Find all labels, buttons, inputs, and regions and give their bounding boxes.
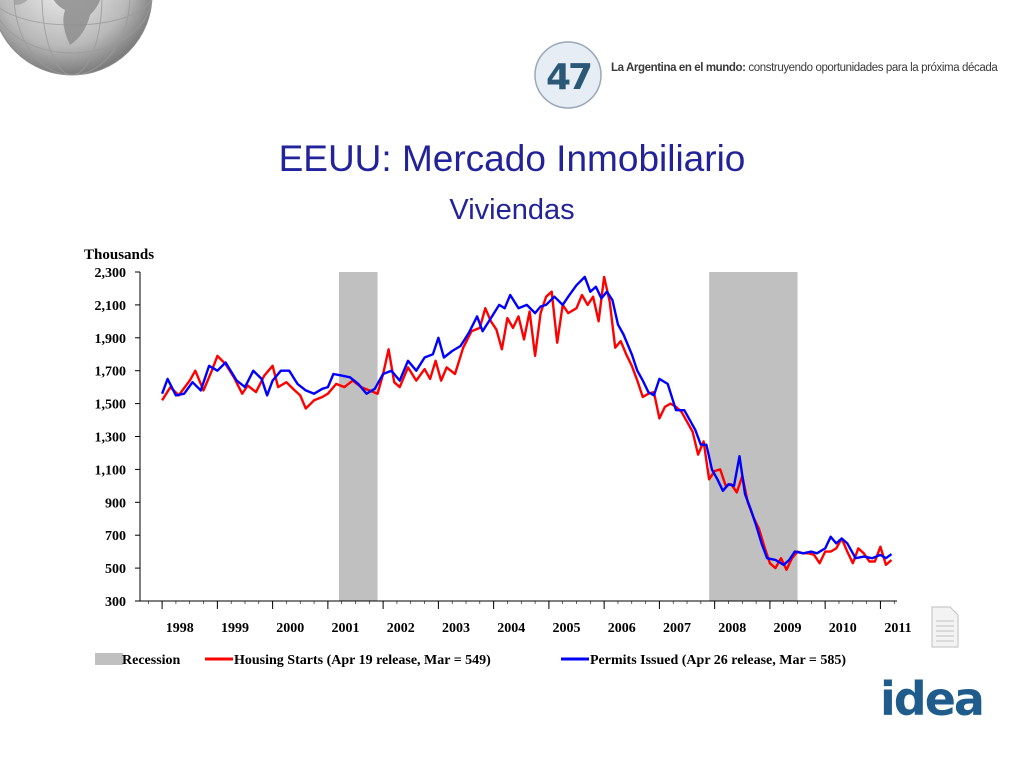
- y-tick-label: 1,700: [95, 365, 127, 380]
- permits-issued-line: [160, 275, 893, 566]
- globe-logo-icon: [0, 0, 153, 76]
- recession-band-1: [338, 272, 378, 601]
- x-tick-label: 2009: [774, 621, 802, 636]
- series-layer: [160, 275, 893, 571]
- y-tick-label: 2,300: [95, 266, 127, 281]
- slide-title: EEUU: Mercado Inmobiliario: [278, 138, 746, 179]
- document-icon: [931, 606, 959, 648]
- housing-chart: Thousands 2,300 2,100 1,900 1,700 1,500 1,300 1…: [84, 247, 912, 668]
- y-tick-label: 1,100: [95, 463, 127, 478]
- x-tick-label: 2008: [718, 621, 746, 636]
- idea-logo: idea: [880, 672, 985, 726]
- recession-layer: [338, 272, 798, 601]
- x-tick-label: 2004: [497, 621, 525, 636]
- slide-subtitle: Viviendas: [449, 194, 575, 226]
- legend: Recession Housing Starts (Apr 19 release,…: [95, 653, 846, 668]
- header-tagline: La Argentina en el mundo: construyendo o…: [611, 62, 998, 74]
- y-tick-label: 2,100: [95, 299, 127, 314]
- y-tick-label: 500: [105, 562, 126, 577]
- legend-permits-label: Permits Issued (Apr 26 release, Mar = 58…: [590, 653, 846, 668]
- recession-band-2: [709, 272, 798, 601]
- y-tick-label: 700: [105, 529, 126, 544]
- tagline-rest: construyendo oportunidades para la próxi…: [745, 62, 998, 74]
- x-tick-label: 1998: [166, 621, 194, 636]
- x-tick-label: 2007: [663, 621, 691, 636]
- y-unit-label: Thousands: [84, 247, 154, 263]
- tagline-bold: La Argentina en el mundo:: [611, 62, 746, 74]
- legend-recession-label: Recession: [122, 653, 181, 668]
- legend-recession-swatch: [95, 653, 123, 665]
- y-tick-label: 1,900: [95, 332, 127, 347]
- axis-layer: Thousands 2,300 2,100 1,900 1,700 1,500 1,300 1…: [84, 247, 912, 636]
- y-tick-label: 300: [105, 595, 126, 610]
- legend-starts-label: Housing Starts (Apr 19 release, Mar = 54…: [234, 653, 491, 668]
- x-tick-label: 2002: [387, 621, 415, 636]
- y-tick-label: 900: [105, 496, 126, 511]
- x-tick-label: 2001: [331, 621, 359, 636]
- logo-47-icon: 47: [534, 41, 602, 109]
- x-tick-label: 2003: [442, 621, 470, 636]
- y-tick-label: 1,300: [95, 431, 127, 446]
- y-tick-label: 1,500: [95, 398, 127, 413]
- x-tick-label: 2006: [608, 621, 636, 636]
- x-tick-label: 2010: [829, 621, 857, 636]
- x-tick-label: 2005: [553, 621, 581, 636]
- x-tick-label: 1999: [221, 621, 249, 636]
- x-tick-label: 2000: [276, 621, 304, 636]
- logo-number: 47: [546, 57, 591, 98]
- x-tick-label: 2011: [884, 621, 911, 636]
